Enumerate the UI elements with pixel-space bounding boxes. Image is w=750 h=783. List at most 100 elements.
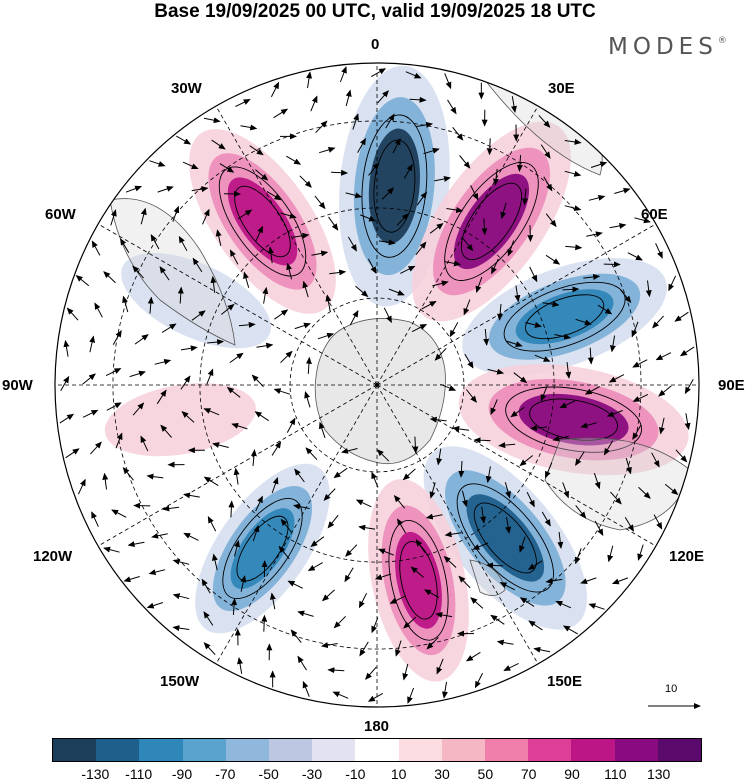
wind-vector-arrow bbox=[534, 354, 551, 362]
wind-vector-arrow bbox=[240, 124, 258, 131]
wind-vector-arrow bbox=[161, 323, 177, 333]
wind-vector-arrow bbox=[392, 137, 401, 154]
positive-anomaly-lobe bbox=[518, 393, 629, 446]
wind-vector-arrow bbox=[684, 413, 691, 431]
wind-vector-arrow bbox=[529, 424, 547, 431]
wind-vector-arrow bbox=[415, 241, 427, 256]
wind-vector-arrow bbox=[219, 163, 235, 173]
wind-vector-arrow bbox=[210, 275, 217, 293]
wind-vector-arrow bbox=[233, 467, 240, 485]
wind-vector-arrow bbox=[481, 218, 488, 236]
wind-vector-arrow bbox=[251, 374, 264, 388]
wind-vector-arrow bbox=[555, 600, 572, 609]
wind-vector-arrow bbox=[396, 213, 409, 226]
wind-vector-arrow bbox=[403, 163, 413, 179]
wind-vector-arrow bbox=[519, 536, 526, 553]
wind-vector-arrow bbox=[103, 546, 120, 553]
streamline-contour bbox=[218, 166, 307, 277]
wind-vector-arrow bbox=[603, 440, 614, 456]
wind-vector-arrow bbox=[426, 636, 439, 650]
wind-vector-arrow bbox=[262, 286, 269, 304]
lon-label-90w: 90W bbox=[2, 377, 33, 394]
wind-vector-arrow bbox=[358, 592, 368, 609]
wind-vector-arrow bbox=[371, 68, 387, 78]
wind-vector-arrow bbox=[562, 625, 578, 635]
wind-vector-arrow bbox=[377, 548, 394, 556]
wind-vector-arrow bbox=[395, 640, 402, 657]
wind-vector-arrow bbox=[82, 373, 96, 385]
wind-vector-arrow bbox=[271, 441, 282, 456]
wind-vector-arrow bbox=[429, 222, 444, 234]
wind-vector-arrow bbox=[273, 388, 291, 395]
wind-vector-arrow bbox=[358, 524, 376, 531]
wind-vector-arrow bbox=[150, 234, 160, 250]
wind-vector-arrow bbox=[529, 266, 538, 283]
wind-vector-arrow bbox=[333, 615, 346, 629]
wind-vector-arrow bbox=[425, 513, 443, 520]
wind-vector-arrow bbox=[545, 462, 553, 479]
wind-vector-arrow bbox=[516, 155, 523, 172]
wind-vector-arrow bbox=[162, 505, 180, 512]
wind-vector-arrow bbox=[270, 81, 280, 98]
wind-vector-arrow bbox=[280, 350, 293, 364]
wind-vector-arrow bbox=[115, 432, 123, 449]
wind-vector-arrow bbox=[134, 334, 149, 345]
wind-vector-arrow bbox=[319, 146, 336, 154]
negative-anomaly-lobe bbox=[466, 494, 545, 582]
wind-vector-arrow bbox=[317, 332, 335, 340]
wind-vector-arrow bbox=[415, 539, 426, 554]
wind-vector-arrow bbox=[594, 520, 604, 536]
wind-vector-arrow bbox=[564, 138, 582, 145]
wind-vector-arrow bbox=[463, 299, 471, 316]
wind-vector-arrow bbox=[637, 544, 644, 561]
wind-vector-arrow bbox=[397, 518, 407, 534]
wind-vector-arrow bbox=[540, 385, 548, 402]
wind-vector-arrow bbox=[371, 617, 379, 634]
wind-vector-arrow bbox=[302, 280, 309, 298]
wind-vector-arrow bbox=[446, 207, 464, 213]
positive-anomaly-lobe bbox=[395, 531, 442, 629]
wind-vector-arrow bbox=[103, 271, 116, 284]
wind-vector-arrow bbox=[203, 476, 219, 487]
wind-vector-arrow bbox=[668, 275, 677, 292]
wind-vector-arrow bbox=[286, 417, 296, 433]
wind-vector-arrow bbox=[328, 216, 339, 231]
colorbar-swatch bbox=[225, 739, 270, 761]
wind-vector-arrow bbox=[327, 667, 345, 674]
wind-vector-arrow bbox=[149, 160, 166, 167]
wind-vector-arrow bbox=[154, 358, 172, 365]
wind-vector-arrow bbox=[226, 386, 241, 398]
wind-vector-arrow bbox=[658, 385, 672, 397]
wind-vector-arrow bbox=[341, 447, 358, 454]
wind-vector-arrow bbox=[287, 580, 303, 589]
wind-vector-arrow bbox=[321, 589, 335, 602]
wind-vector-arrow bbox=[462, 237, 474, 252]
negative-anomaly-lobe bbox=[515, 289, 614, 345]
wind-vector-arrow bbox=[634, 217, 651, 224]
wind-vector-arrow bbox=[339, 66, 347, 83]
wind-vector-arrow bbox=[349, 310, 359, 326]
wind-vector-arrow bbox=[234, 539, 240, 557]
wind-vector-arrow bbox=[318, 421, 326, 438]
wind-vector-arrow bbox=[393, 495, 405, 509]
wind-vector-arrow bbox=[473, 437, 491, 444]
colorbar-swatch bbox=[485, 739, 529, 761]
wind-vector-arrow bbox=[480, 506, 487, 524]
wind-vector-arrow bbox=[513, 372, 528, 384]
wind-vector-arrow bbox=[256, 342, 274, 349]
wind-vector-arrow bbox=[212, 553, 218, 571]
wind-vector-arrow bbox=[91, 240, 101, 256]
wind-vector-arrow bbox=[651, 452, 660, 468]
meridian-line bbox=[376, 384, 539, 665]
wind-vector-arrow bbox=[132, 402, 145, 416]
wind-vector-arrow bbox=[564, 170, 582, 177]
wind-vector-arrow bbox=[674, 311, 689, 322]
wind-vector-arrow bbox=[410, 566, 424, 578]
wind-vector-arrow bbox=[254, 411, 269, 422]
wind-vector-arrow bbox=[632, 425, 642, 440]
wind-vector-arrow bbox=[498, 442, 516, 449]
wind-vector-arrow bbox=[178, 235, 188, 252]
wind-vector-arrow bbox=[367, 258, 377, 274]
wind-vector-arrow bbox=[381, 187, 395, 200]
wind-vector-arrow bbox=[180, 345, 198, 352]
